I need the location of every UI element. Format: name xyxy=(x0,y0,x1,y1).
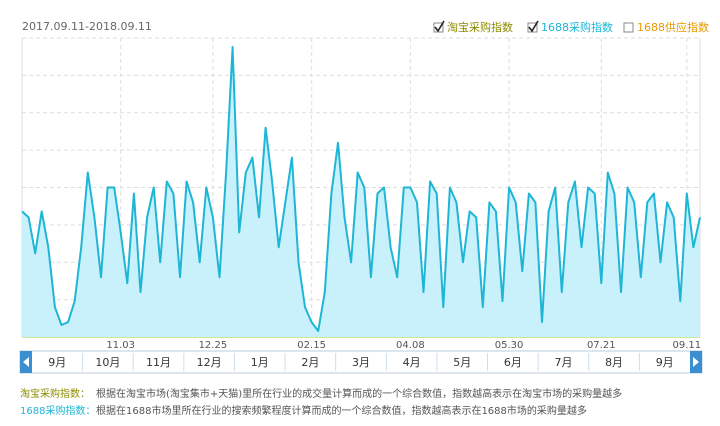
area xyxy=(22,47,700,337)
check-mark xyxy=(434,20,445,33)
x-tick-label: 07.21 xyxy=(587,340,616,351)
x-tick-label: 11.03 xyxy=(106,340,135,351)
month-button[interactable]: 9月 xyxy=(48,356,66,369)
x-tick-label: 12.25 xyxy=(199,340,228,351)
month-button[interactable]: 3月 xyxy=(352,356,370,369)
line xyxy=(21,46,701,332)
desc-label: 1688采购指数： xyxy=(20,404,95,417)
desc-label: 淘宝采购指数： xyxy=(20,387,90,400)
month-button[interactable]: 5月 xyxy=(453,356,471,369)
month-button[interactable]: 1月 xyxy=(251,356,269,369)
month-button[interactable]: 6月 xyxy=(504,356,522,369)
month-navigator: 9月 10月 11月 12月 1月 2月 3月 4月 5月 6月 7月 8月 9月 xyxy=(19,350,703,374)
month-button[interactable]: 10月 xyxy=(95,356,120,369)
arrow-left xyxy=(23,357,29,367)
check-mark xyxy=(528,20,539,33)
grid: 11.03 12.25 02.15 04.08 05.30 07.21 09.11 xyxy=(21,37,702,351)
month-button[interactable]: 8月 xyxy=(605,356,623,369)
month-button[interactable]: 4月 xyxy=(403,356,421,369)
month-button[interactable]: 12月 xyxy=(197,356,222,369)
x-tick-label: 02.15 xyxy=(297,340,326,351)
month-button[interactable]: 11月 xyxy=(146,356,171,369)
month-button[interactable]: 7月 xyxy=(554,356,572,369)
arrow-right xyxy=(693,357,699,367)
descriptions: 淘宝采购指数： 根据在淘宝市场(淘宝集市+天猫)里所在行业的成交量计算而成的一个综… xyxy=(20,387,622,417)
x-tick-label: 05.30 xyxy=(495,340,524,351)
desc-text: 根据在1688市场里所在行业的搜索频繁程度计算而成的一个综合数值，指数越高表示在… xyxy=(96,404,587,417)
legend-checkbox[interactable] xyxy=(527,22,538,33)
month-button[interactable]: 9月 xyxy=(656,356,674,369)
x-tick-label: 04.08 xyxy=(396,340,425,351)
date-range: 2017.09.11-2018.09.11 xyxy=(22,20,152,33)
legend-label[interactable]: 1688采购指数 xyxy=(541,20,613,34)
month-button[interactable]: 2月 xyxy=(301,356,319,369)
legend-label[interactable]: 1688供应指数 xyxy=(637,20,709,34)
legend-label[interactable]: 淘宝采购指数 xyxy=(447,20,513,34)
plot xyxy=(21,46,701,337)
x-tick-label: 09.11 xyxy=(673,340,702,351)
legend-checkbox[interactable] xyxy=(433,22,444,33)
legend: 淘宝采购指数 1688采购指数 1688供应指数 xyxy=(433,20,709,34)
desc-text: 根据在淘宝市场(淘宝集市+天猫)里所在行业的成交量计算而成的一个综合数值，指数越… xyxy=(96,387,622,400)
legend-checkbox[interactable] xyxy=(623,22,634,33)
